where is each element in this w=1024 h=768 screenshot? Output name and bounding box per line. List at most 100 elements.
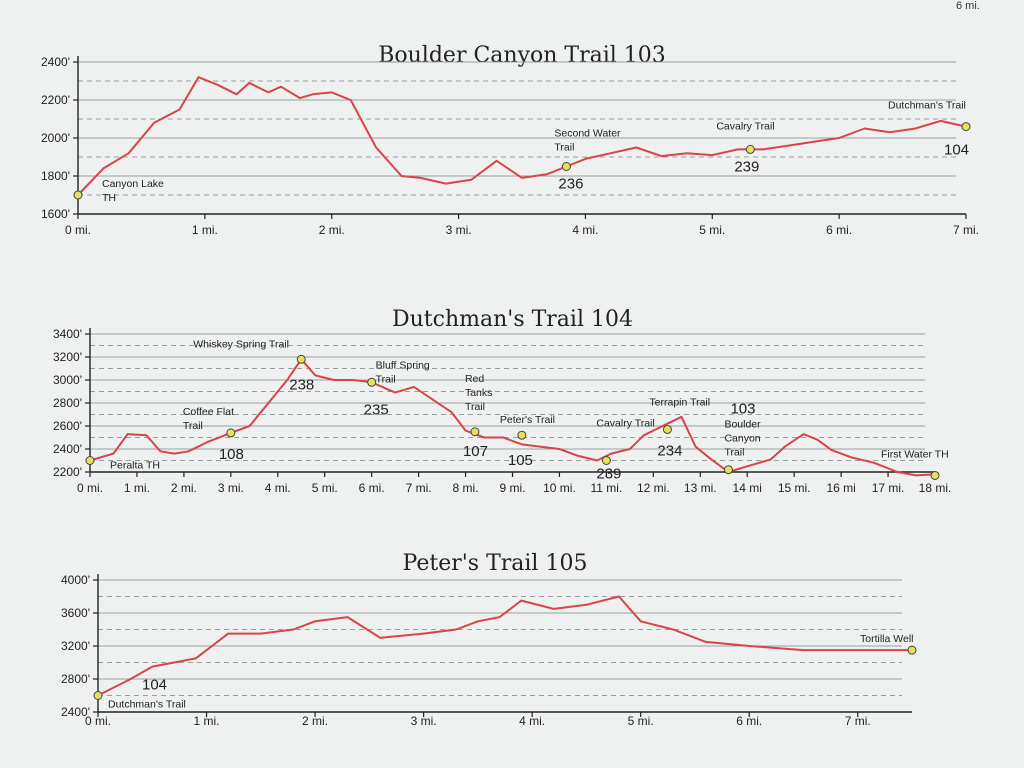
trail-number-label: 107 [463, 443, 488, 460]
trailhead-marker [601, 456, 611, 465]
y-tick-label: 2200' [41, 93, 70, 107]
trail-number-label: 239 [596, 466, 621, 483]
trail-junction-label: Red Tanks Trail [465, 373, 492, 413]
y-tick-label: 2400' [53, 442, 82, 456]
x-tick-label: 7 mi. [953, 223, 979, 237]
x-tick-label: 5 mi. [699, 223, 725, 237]
trail-junction-label: Peter's Trail [500, 414, 555, 426]
x-tick-label: 0 mi. [65, 223, 91, 237]
trailhead-marker [73, 190, 83, 200]
x-tick-label: 14 mi [733, 481, 762, 495]
x-tick-label: 12 mi. [637, 481, 670, 495]
y-tick-label: 4000' [61, 573, 90, 587]
x-tick-label: 10 mi. [543, 481, 576, 495]
y-tick-label: 3400' [53, 327, 82, 341]
x-tick-label: 4 mi. [519, 714, 545, 728]
y-tick-label: 3200' [53, 350, 82, 364]
x-tick-label: 2 mi. [171, 481, 197, 495]
elevation-line [77, 76, 967, 196]
x-tick-label: 8 mi. [453, 481, 479, 495]
trailhead-marker [961, 122, 971, 132]
x-tick-label: 3 mi. [446, 223, 472, 237]
chart-title: Peter's Trail 105 [403, 551, 588, 576]
y-tick-label: 2600' [53, 419, 82, 433]
y-tick-label: 2200' [53, 465, 82, 479]
x-tick-label: 5 mi. [628, 714, 654, 728]
x-tick-label: 2 mi. [302, 714, 328, 728]
trailhead-marker [470, 427, 480, 437]
x-tick-label: 0 mi. [85, 714, 111, 728]
trail-junction-label: Boulder Canyon Trail [724, 419, 761, 459]
y-tick-label: 2800' [61, 672, 90, 686]
x-tick-label: 9 mi. [499, 481, 525, 495]
x-tick-label: 2 mi. [319, 223, 345, 237]
x-tick-label: 3 mi. [218, 481, 244, 495]
trail-junction-label: Dutchman's Trail [888, 100, 966, 112]
dutchmans-trail-104-chart: Dutchman's Trail 104 2200' 2400' 2600' 2800'… [53, 307, 951, 495]
x-tick-label: 13 mi. [684, 481, 717, 495]
y-tick-label: 2400' [61, 705, 90, 719]
x-tick-label: 17 mi. [872, 481, 905, 495]
x-tick-label: 6 mi. [359, 481, 385, 495]
trailhead-marker [723, 465, 733, 475]
trail-number-label: 108 [219, 446, 244, 463]
trailhead-marker [662, 424, 672, 434]
chart-title: Dutchman's Trail 104 [392, 307, 633, 332]
trail-number-label: 103 [730, 401, 755, 418]
trail-number-label: 235 [364, 401, 389, 418]
trail-junction-label: Whiskey Spring Trail [193, 338, 289, 350]
x-tick-label: 7 mi. [845, 714, 871, 728]
trail-junction-label: Tortilla Well [860, 633, 913, 645]
y-tick-label: 2000' [41, 131, 70, 145]
elevation-line [97, 595, 912, 697]
x-tick-label: 7 mi. [406, 481, 432, 495]
trail-junction-label: First Water TH [881, 448, 949, 460]
trailhead-marker [85, 456, 95, 465]
trail-number-label: 236 [558, 176, 583, 193]
trailhead-marker [296, 354, 306, 364]
trail-junction-label: Peralta TH [110, 460, 160, 472]
y-tick-label: 1600' [41, 207, 70, 221]
trail-number-label: 105 [508, 452, 533, 469]
x-tick-label: 3 mi. [411, 714, 437, 728]
trail-number-label: 239 [734, 158, 759, 175]
trail-junction-label: Bluff Spring Trail [376, 359, 430, 385]
trail-junction-label: Canyon Lake TH [102, 178, 164, 204]
x-tick-label: 18 mi. [919, 481, 952, 495]
y-tick-label: 3000' [53, 373, 82, 387]
trail-junction-label: Terrapin Trail [649, 396, 710, 408]
trailhead-marker [517, 430, 527, 440]
trail-junction-label: Coffee Flat Trail [183, 406, 234, 432]
trailhead-marker [93, 691, 103, 700]
x-tick-label: 6 mi. [736, 714, 762, 728]
trail-junction-label: Cavalry Trail [596, 418, 654, 430]
trailhead-marker [745, 144, 755, 154]
trail-number-label: 234 [657, 442, 682, 459]
trail-number-label: 238 [289, 376, 314, 393]
y-tick-label: 3600' [61, 606, 90, 620]
boulder-canyon-trail-103-chart: Boulder Canyon Trail 103 1600' 1800' 2000' 2… [41, 43, 979, 237]
trail-junction-label: Second Water Trail [554, 128, 621, 154]
peters-trail-105-chart: Peter's Trail 105 2400' 2800' 3200' 3600' 400… [61, 551, 917, 728]
chart-title: Boulder Canyon Trail 103 [378, 43, 666, 68]
x-tick-label: 4 mi. [265, 481, 291, 495]
x-tick-label: 5 mi. [312, 481, 338, 495]
trail-number-label: 104 [944, 142, 969, 159]
y-tick-label: 2400' [41, 55, 70, 69]
x-tick-label: 4 mi. [572, 223, 598, 237]
y-tick-label: 3200' [61, 639, 90, 653]
trailhead-marker [561, 162, 571, 171]
trail-number-label: 104 [142, 677, 167, 694]
x-tick-label: 11 mi. [590, 481, 622, 495]
x-tick-label: 1 mi. [124, 481, 150, 495]
trail-junction-label: Dutchman's Trail [108, 699, 186, 711]
x-tick-label: 1 mi. [192, 223, 218, 237]
trailhead-marker [930, 470, 940, 480]
trailhead-marker [367, 377, 377, 387]
trailhead-marker [907, 645, 917, 655]
x-tick-label: 15 mi. [778, 481, 811, 495]
trailhead-marker [226, 428, 236, 438]
x-tick-label: 0 mi. [77, 481, 103, 495]
corner-note: 6 mi. [956, 0, 980, 12]
